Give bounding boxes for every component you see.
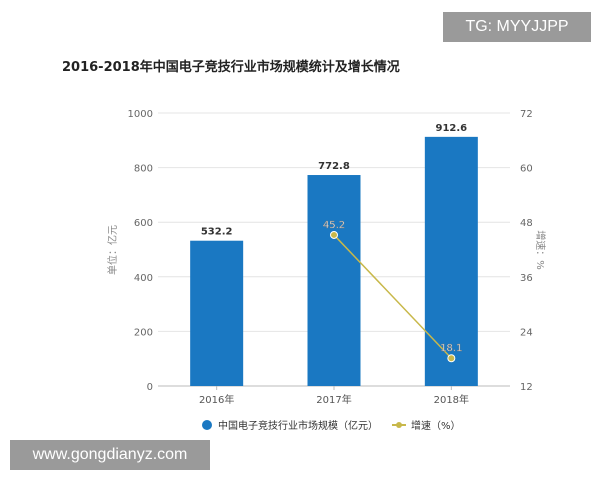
watermark-site: www.gongdianyz.com <box>10 440 210 470</box>
y-tick-label: 600 <box>134 218 153 229</box>
x-tick-label: 2016年 <box>199 393 234 406</box>
x-tick-label: 2018年 <box>434 393 469 406</box>
y2-tick-label: 72 <box>520 109 533 120</box>
bar <box>424 136 478 386</box>
y2-tick-label: 24 <box>520 327 533 338</box>
legend-line-dot <box>396 422 402 428</box>
y-tick-label: 800 <box>134 164 153 175</box>
bar-data-label: 912.6 <box>436 123 468 134</box>
y2-tick-label: 60 <box>520 164 533 175</box>
bar <box>190 240 244 386</box>
line-point <box>330 230 338 239</box>
bar-data-label: 772.8 <box>318 161 350 172</box>
y-tick-label: 1000 <box>128 109 153 120</box>
y2-tick-label: 48 <box>520 218 533 229</box>
legend-bar-label: 中国电子竞技行业市场规模（亿元） <box>218 419 378 432</box>
line-series <box>333 234 452 359</box>
y-axis-label: 单位：亿元 <box>106 225 119 275</box>
y-tick-label: 400 <box>134 273 153 284</box>
legend-bar-marker <box>202 420 212 430</box>
bar <box>307 175 361 386</box>
x-tick-label: 2017年 <box>316 393 351 406</box>
chart-title: 2016-2018年中国电子竞技行业市场规模统计及增长情况 <box>62 60 400 75</box>
y-tick-label: 200 <box>134 327 153 338</box>
line-data-label: 45.2 <box>323 220 345 231</box>
y2-axis-label: 增速：% <box>534 230 547 270</box>
legend-line-label: 增速（%） <box>411 419 461 432</box>
bar-data-label: 532.2 <box>201 227 233 238</box>
y-tick-label: 0 <box>147 382 153 393</box>
y2-tick-label: 36 <box>520 273 533 284</box>
line-point <box>447 354 456 363</box>
y2-tick-label: 12 <box>520 382 533 393</box>
watermark-tg: TG: MYYJJPP <box>443 12 591 42</box>
line-data-label: 18.1 <box>440 343 462 354</box>
